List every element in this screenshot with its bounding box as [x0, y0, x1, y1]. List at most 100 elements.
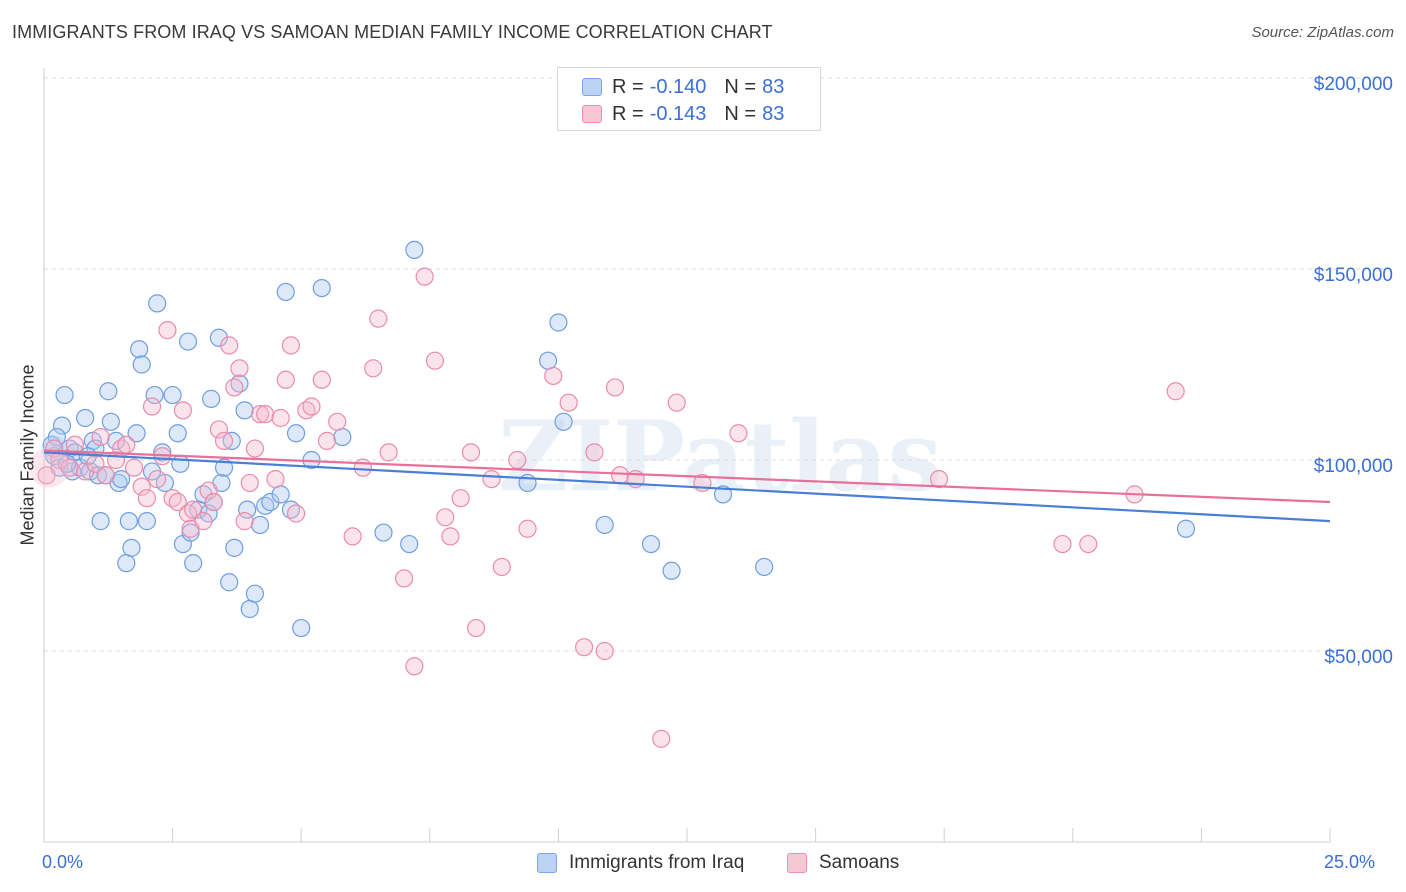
samoan-point [343, 527, 362, 546]
samoan-point [91, 427, 110, 447]
samoan-point [194, 512, 213, 531]
samoan-point [256, 405, 275, 424]
samoan-point [436, 508, 455, 527]
iraq-point [91, 512, 110, 531]
samoan-point [220, 336, 239, 355]
iraq-point [112, 470, 131, 489]
samoan-point [1079, 534, 1098, 554]
iraq-point [145, 385, 164, 405]
x-tick-max: 25.0% [1324, 852, 1376, 872]
iraq-point [276, 282, 295, 302]
r-value: -0.143 [649, 102, 707, 125]
samoan-point [137, 489, 156, 508]
iraq-point [554, 412, 573, 431]
legend-item-samoans[interactable]: Samoans [787, 852, 899, 874]
samoan-point [369, 309, 388, 328]
samoan-point [235, 512, 254, 531]
iraq-point [220, 573, 239, 592]
series-iraq-points [41, 240, 1196, 638]
samoan-point [199, 481, 218, 500]
samoan-point [451, 489, 470, 508]
samoan-point [394, 569, 414, 588]
samoan-point [117, 435, 136, 454]
samoan-point [158, 321, 177, 340]
iraq-point [153, 443, 172, 462]
samoan-point [184, 500, 203, 519]
iraq-point [222, 431, 241, 450]
iraq-point [641, 534, 661, 554]
iraq-point [405, 240, 424, 259]
samoan-point [312, 370, 331, 389]
iraq-point [333, 427, 352, 447]
iraq-point [755, 557, 774, 577]
samoan-point [214, 431, 234, 450]
samoan-point [929, 470, 949, 489]
y-tick-label: $200,000 [1314, 74, 1393, 95]
legend-item-iraq[interactable]: Immigrants from Iraq [537, 852, 744, 874]
iraq-point [168, 424, 187, 443]
iraq-point [240, 599, 259, 619]
samoan-point [405, 657, 424, 676]
iraq-point [202, 389, 221, 408]
samoan-point [559, 393, 578, 412]
iraq-point [261, 492, 280, 512]
samoan-point [96, 466, 115, 485]
iraq-point [47, 427, 66, 447]
samoan-point [271, 408, 290, 428]
iraq-point [549, 313, 568, 332]
r-value: -0.140 [649, 75, 707, 98]
iraq-point [137, 512, 156, 531]
iraq-point [238, 500, 257, 519]
legend-swatch-samoans [787, 853, 807, 873]
samoan-point [230, 359, 249, 378]
iraq-point [286, 424, 306, 443]
legend-label-iraq: Immigrants from Iraq [569, 852, 745, 873]
samoan-point [142, 397, 162, 416]
iraq-point [119, 512, 138, 531]
samoan-point [168, 492, 187, 512]
iraq-point [130, 340, 149, 359]
iraq-point [250, 515, 270, 535]
y-tick-label: $150,000 [1314, 265, 1393, 286]
samoan-point [317, 431, 337, 450]
samoan-point [76, 462, 95, 481]
samoan-point [466, 618, 486, 638]
samoan-point [482, 470, 501, 489]
series-legend: Immigrants from Iraq Samoans [0, 852, 1406, 876]
iraq-point [400, 534, 419, 554]
samoan-point [1053, 534, 1072, 554]
legend-swatch-iraq [537, 853, 557, 873]
samoan-point [461, 443, 481, 462]
samoan-point [667, 393, 686, 412]
n-label: N = [724, 102, 757, 125]
samoan-point [729, 424, 748, 443]
samoan-point [595, 641, 614, 661]
samoan-point [60, 458, 79, 477]
iraq-point [539, 351, 558, 370]
samoan-point [425, 351, 445, 370]
samoan-point [250, 405, 270, 424]
iraq-point [163, 385, 182, 405]
n-value: 83 [762, 75, 785, 98]
samoan-point [240, 473, 259, 493]
y-tick-labels: $50,000 $100,000 $150,000 $200,000 [1314, 74, 1393, 668]
samoan-point [575, 638, 594, 657]
samoan-point [281, 336, 301, 355]
samoan-point [148, 470, 167, 489]
iraq-point [184, 554, 203, 573]
samoan-point [204, 492, 223, 512]
y-tick-label: $50,000 [1324, 647, 1393, 668]
series-samoans-points [29, 267, 1185, 748]
iraq-point [76, 408, 95, 428]
iraq-point [101, 412, 120, 431]
iraq-point [245, 584, 265, 603]
iraq-point [225, 538, 244, 557]
legend-row-samoans: R = -0.143 N = 83 [582, 103, 784, 125]
stats-legend: R = -0.140 N = 83 R = -0.143 N = 83 [557, 67, 821, 131]
iraq-point [235, 401, 254, 420]
iraq-point [117, 554, 136, 573]
samoan-point [364, 359, 383, 378]
chart-title: IMMIGRANTS FROM IRAQ VS SAMOAN MEDIAN FA… [12, 22, 773, 42]
iraq-point [41, 435, 68, 462]
iraq-point [181, 523, 200, 542]
